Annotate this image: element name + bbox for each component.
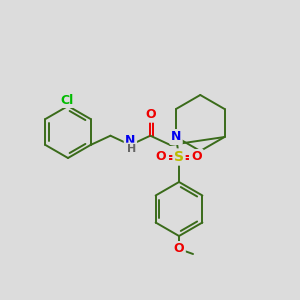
Text: H: H — [127, 144, 136, 154]
Text: O: O — [156, 151, 166, 164]
Text: Cl: Cl — [60, 94, 74, 106]
Text: S: S — [174, 150, 184, 164]
Text: O: O — [145, 108, 156, 121]
Text: O: O — [174, 242, 184, 256]
Text: O: O — [192, 151, 202, 164]
Text: N: N — [171, 130, 181, 143]
Text: N: N — [125, 134, 136, 148]
